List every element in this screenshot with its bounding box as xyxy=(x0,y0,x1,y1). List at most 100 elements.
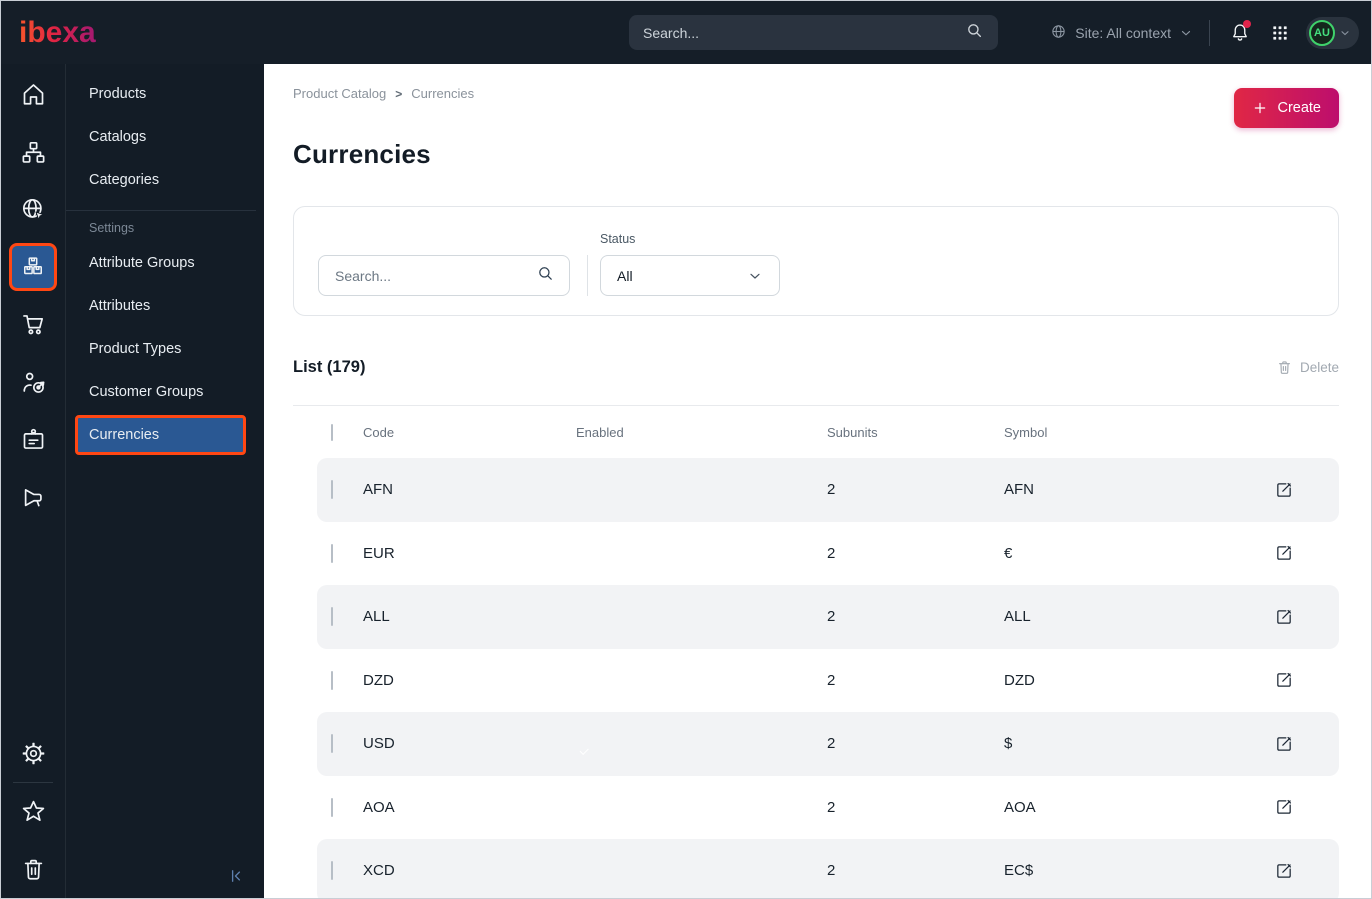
status-select[interactable]: All xyxy=(600,255,780,296)
menu-item-customer-groups[interactable]: Customer Groups xyxy=(89,384,204,400)
create-button-label: Create xyxy=(1277,100,1321,116)
nav-content-tree[interactable] xyxy=(1,124,66,182)
currency-symbol: AFN xyxy=(1004,481,1034,499)
delete-button[interactable]: Delete xyxy=(1276,359,1339,376)
site-context-selector[interactable]: Site: All context xyxy=(1050,23,1193,43)
notifications-button[interactable] xyxy=(1226,19,1254,47)
currency-code: DZD xyxy=(363,671,394,689)
page-title: Currencies xyxy=(293,139,431,169)
menu-item-products[interactable]: Products xyxy=(89,86,147,102)
list-search-input[interactable] xyxy=(335,267,536,284)
bookmarks-star-icon xyxy=(9,788,57,836)
topbar-divider xyxy=(1209,19,1210,46)
table-row: DZD 2 DZD xyxy=(317,649,1339,713)
row-checkbox[interactable] xyxy=(331,480,333,500)
edit-button[interactable] xyxy=(1272,795,1296,819)
nav-personalization[interactable] xyxy=(1,354,66,412)
status-select-value: All xyxy=(617,267,633,284)
bell-icon xyxy=(1233,23,1247,41)
currency-code: AOA xyxy=(363,798,395,816)
menu-settings-list: Attribute Groups Attributes Product Types C… xyxy=(66,242,264,455)
plus-icon xyxy=(1255,102,1266,114)
rail-bottom-group xyxy=(1,725,66,899)
breadcrumb-currencies: Currencies xyxy=(411,86,475,101)
menu-item-attribute-groups[interactable]: Attribute Groups xyxy=(89,255,195,271)
delete-button-label: Delete xyxy=(1299,360,1339,375)
edit-icon xyxy=(1277,482,1292,497)
row-checkbox[interactable] xyxy=(331,607,333,627)
edit-button[interactable] xyxy=(1272,732,1296,756)
column-header-enabled: Enabled xyxy=(576,424,624,440)
global-search[interactable] xyxy=(629,15,998,50)
column-header-subunits: Subunits xyxy=(827,424,878,440)
menu-item-catalogs[interactable]: Catalogs xyxy=(89,129,147,145)
select-all-checkbox[interactable] xyxy=(331,423,333,441)
column-header-code: Code xyxy=(363,424,395,440)
menu-item-attributes[interactable]: Attributes xyxy=(89,298,151,314)
menu-top-list: Products Catalogs Categories xyxy=(66,73,264,202)
top-bar: ibexa Site: All context xyxy=(1,1,1371,64)
currency-subunits: 2 xyxy=(827,862,836,880)
global-search-input[interactable] xyxy=(643,24,965,41)
content-tree-icon xyxy=(9,128,57,176)
nav-product-catalog[interactable] xyxy=(1,239,66,297)
nav-bookmarks[interactable] xyxy=(1,783,66,841)
globe-icon xyxy=(1050,23,1067,43)
nav-marketing[interactable] xyxy=(1,469,66,527)
nav-dashboard[interactable] xyxy=(1,66,66,124)
menu-section-label: Settings xyxy=(89,221,135,235)
currency-subunits: 2 xyxy=(827,798,836,816)
chevron-down-icon xyxy=(1181,30,1191,36)
create-button[interactable]: Create xyxy=(1234,88,1339,128)
menu-item-categories[interactable]: Categories xyxy=(89,172,160,188)
row-checkbox[interactable] xyxy=(331,734,333,754)
settings-gear-icon xyxy=(9,729,57,777)
nav-trash[interactable] xyxy=(1,841,66,899)
edit-button[interactable] xyxy=(1272,478,1296,502)
row-checkbox[interactable] xyxy=(331,543,333,563)
app-switcher-button[interactable] xyxy=(1266,19,1294,47)
nav-customers[interactable] xyxy=(1,411,66,469)
edit-button[interactable] xyxy=(1272,859,1296,883)
menu-item-product-types[interactable]: Product Types xyxy=(89,341,182,357)
table-header-row: Code Enabled Subunits Symbol xyxy=(317,406,1339,458)
edit-icon xyxy=(1277,546,1292,561)
avatar: AU xyxy=(1309,19,1335,46)
edit-button[interactable] xyxy=(1272,605,1296,629)
row-checkbox[interactable] xyxy=(331,861,333,881)
list-search[interactable] xyxy=(318,255,570,296)
currency-code: AFN xyxy=(363,481,393,499)
edit-button[interactable] xyxy=(1272,541,1296,565)
ibexa-logo[interactable]: ibexa xyxy=(19,15,96,49)
nav-commerce[interactable] xyxy=(1,296,66,354)
user-menu[interactable]: AU xyxy=(1306,16,1359,49)
row-checkbox[interactable] xyxy=(331,797,333,817)
breadcrumb-separator: > xyxy=(395,86,403,101)
currency-code: EUR xyxy=(363,544,395,562)
chevron-down-icon xyxy=(750,273,760,279)
breadcrumb-product-catalog[interactable]: Product Catalog xyxy=(293,86,387,101)
currencies-table: Code Enabled Subunits Symbol AFN 2 AFN E… xyxy=(293,405,1339,898)
top-bar-right: Site: All context AU xyxy=(1050,1,1359,64)
main-content: Product Catalog > Currencies Create Curr… xyxy=(264,64,1371,898)
icon-rail xyxy=(1,64,66,898)
notification-badge xyxy=(1243,19,1251,28)
edit-button[interactable] xyxy=(1272,668,1296,692)
menu-item-currencies[interactable]: Currencies xyxy=(75,415,246,455)
search-icon xyxy=(965,21,984,45)
currency-symbol: AOA xyxy=(1004,798,1036,816)
currency-symbol: € xyxy=(1004,544,1013,562)
nav-admin-settings[interactable] xyxy=(1,725,66,783)
edit-icon xyxy=(1277,736,1292,751)
currency-symbol: $ xyxy=(1004,735,1013,753)
collapse-sidebar-button[interactable] xyxy=(222,862,250,890)
filters-card: Status All xyxy=(293,206,1339,316)
row-checkbox[interactable] xyxy=(331,670,333,690)
menu-divider xyxy=(66,210,256,211)
commerce-cart-icon xyxy=(9,301,57,349)
table-body: AFN 2 AFN EUR 2 € ALL 2 ALL xyxy=(317,458,1339,898)
site-globe-icon xyxy=(9,186,57,234)
nav-site[interactable] xyxy=(1,181,66,239)
column-header-symbol: Symbol xyxy=(1004,424,1048,440)
